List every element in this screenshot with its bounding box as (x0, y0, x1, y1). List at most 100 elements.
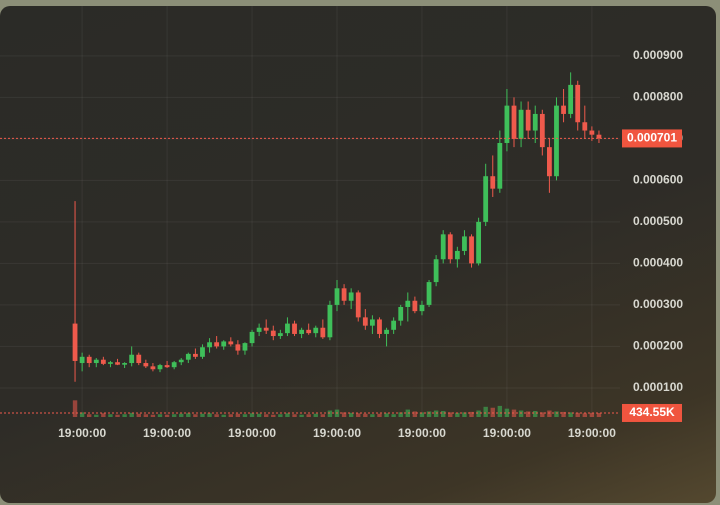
volume-bar (193, 414, 198, 417)
volume-bar (122, 414, 127, 417)
volume-bar (327, 410, 333, 417)
volume-bar (143, 414, 149, 417)
candle-body (355, 292, 361, 318)
volume-bar (377, 413, 382, 417)
candle-body (115, 362, 120, 365)
volume-bar (306, 414, 311, 417)
candle-body (483, 176, 489, 222)
candle-body (433, 259, 439, 283)
candle-body (334, 288, 340, 305)
candle-body (384, 329, 389, 334)
volume-bar (299, 414, 304, 417)
last-price-tag (622, 129, 682, 148)
volume-bar (589, 412, 595, 417)
candle-body (327, 304, 333, 338)
volume-bar (214, 414, 219, 417)
volume-bar (235, 413, 241, 417)
volume-bar (455, 412, 460, 417)
x-tick-label: 19:00:00 (228, 426, 276, 440)
candle-body (554, 105, 559, 177)
y-tick-label: 0.000500 (633, 214, 683, 228)
candle-body (185, 353, 191, 360)
candle-body (412, 300, 418, 312)
candle-body (391, 320, 397, 330)
x-tick-label: 19:00:00 (313, 426, 361, 440)
candle-body (589, 130, 595, 135)
volume-bar (490, 407, 495, 417)
candle-body (214, 342, 220, 347)
volume-bar (313, 413, 318, 417)
last-volume-tag (622, 403, 682, 422)
volume-bar (292, 414, 297, 417)
candle-body (377, 319, 382, 334)
volume-bar (136, 413, 141, 417)
volume-bar (497, 405, 503, 417)
candle-body (72, 323, 78, 361)
x-tick-label: 19:00:00 (398, 426, 446, 440)
x-tick-label: 19:00:00 (143, 426, 191, 440)
candle-body (86, 356, 92, 364)
candle-body (157, 365, 163, 370)
volume-bar (221, 414, 226, 417)
y-tick-label: 0.000800 (633, 90, 683, 104)
volume-bar (341, 412, 347, 417)
volume-bar (525, 411, 531, 417)
volume-bar (405, 409, 410, 417)
x-tick-label: 19:00:00 (483, 426, 531, 440)
y-tick-label: 0.000900 (633, 48, 683, 62)
volume-bar (412, 411, 418, 417)
candle-body (504, 105, 510, 143)
candle-body (469, 236, 474, 264)
candle-body (313, 327, 319, 334)
candle-body (178, 359, 184, 363)
candle-body (292, 323, 297, 334)
candle-body (299, 329, 304, 334)
candle-body (447, 234, 453, 260)
candle-body (511, 105, 517, 139)
candle-body (497, 143, 503, 189)
volume-bar (441, 410, 446, 417)
candle-body (270, 330, 276, 337)
volume-bar (157, 414, 163, 417)
volume-bar (433, 410, 439, 417)
candle-body (221, 341, 227, 347)
candle-body (596, 134, 602, 139)
candle-body (490, 176, 496, 189)
candle-body (108, 362, 113, 364)
volume-bar (483, 406, 488, 417)
candle-body (348, 292, 354, 301)
candle-body (547, 147, 552, 177)
y-tick-label: 0.000300 (633, 297, 683, 311)
volume-bar (150, 414, 156, 417)
candle-body (518, 109, 524, 139)
candle-body (100, 359, 106, 364)
volume-bar (108, 414, 113, 417)
candle-body (582, 122, 588, 131)
candle-body (341, 288, 347, 301)
volume-bar (115, 414, 120, 417)
volume-bar (87, 414, 92, 417)
candle-body (405, 300, 411, 307)
candle-body (419, 304, 425, 312)
volume-bar (419, 412, 425, 417)
y-tick-label: 0.000200 (633, 339, 683, 353)
candle-body (575, 84, 581, 123)
volume-bar (462, 412, 467, 417)
volume-bar (207, 413, 212, 417)
volume-bar (426, 411, 432, 417)
candle-body (79, 356, 85, 364)
chart-panel: 0.000100 0.000200 0.000300 0.000400 0.000500… (0, 6, 716, 503)
candle-body (398, 306, 404, 321)
volume-bar (164, 414, 170, 417)
volume-bar (200, 413, 205, 417)
candle-body (93, 359, 99, 364)
volume-bar (129, 412, 134, 417)
volume-bar (179, 413, 184, 417)
candle-body (228, 341, 234, 345)
candle-body (370, 319, 375, 326)
candle-body (150, 366, 156, 370)
candle-body (200, 347, 205, 357)
volume-bar (264, 414, 269, 417)
volume-bar (398, 412, 403, 417)
candle-body (532, 113, 538, 131)
